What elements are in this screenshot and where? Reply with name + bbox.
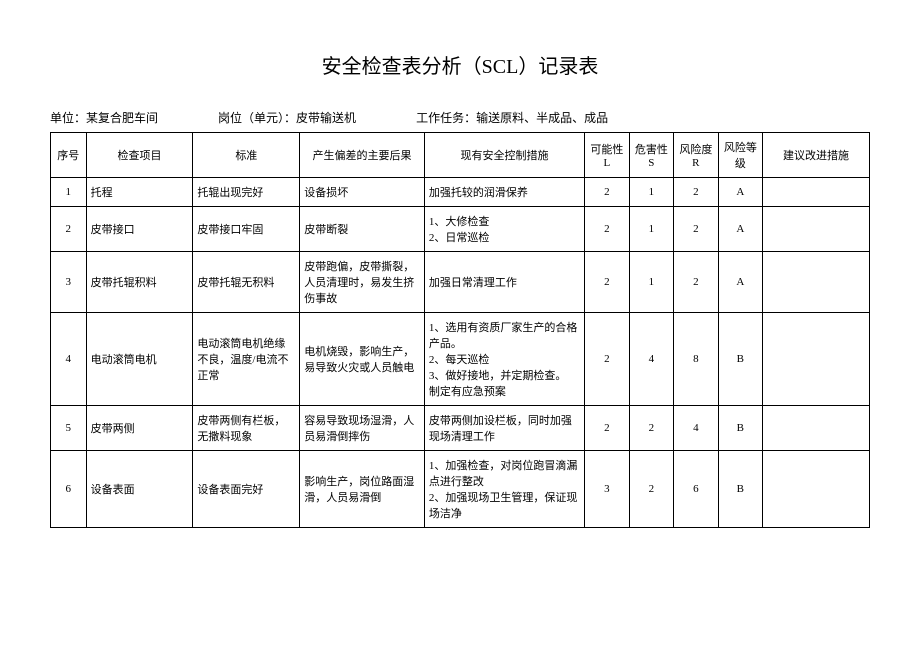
cell-standard: 皮带接口牢固 bbox=[193, 207, 300, 252]
cell-control: 皮带两侧加设栏板，同时加强现场清理工作 bbox=[424, 406, 584, 451]
th-suggest: 建议改进措施 bbox=[763, 133, 870, 178]
cell-consequence: 设备损坏 bbox=[300, 178, 425, 207]
page-title: 安全检查表分析（SCL）记录表 bbox=[50, 50, 870, 79]
cell-level: B bbox=[718, 451, 763, 528]
cell-standard: 设备表面完好 bbox=[193, 451, 300, 528]
cell-level: A bbox=[718, 178, 763, 207]
cell-suggest bbox=[763, 252, 870, 313]
cell-R: 4 bbox=[674, 406, 719, 451]
cell-S: 2 bbox=[629, 451, 674, 528]
meta-post: 岗位（单元）：皮带输送机 bbox=[218, 109, 356, 126]
cell-seq: 1 bbox=[51, 178, 87, 207]
cell-suggest bbox=[763, 451, 870, 528]
cell-suggest bbox=[763, 178, 870, 207]
cell-item: 皮带托辊积料 bbox=[86, 252, 193, 313]
th-item: 检查项目 bbox=[86, 133, 193, 178]
table-row: 3皮带托辊积料皮带托辊无积料皮带跑偏，皮带撕裂，人员清理时，易发生挤伤事故加强日… bbox=[51, 252, 870, 313]
th-seq: 序号 bbox=[51, 133, 87, 178]
table-row: 2皮带接口皮带接口牢固皮带断裂1、大修检查 2、日常巡检212A bbox=[51, 207, 870, 252]
cell-S: 1 bbox=[629, 252, 674, 313]
cell-consequence: 容易导致现场湿滑，人员易滑倒摔伤 bbox=[300, 406, 425, 451]
cell-L: 2 bbox=[585, 406, 630, 451]
table-row: 4电动滚筒电机电动滚筒电机绝缘不良，温度/电流不正常电机烧毁，影响生产，易导致火… bbox=[51, 313, 870, 406]
th-standard: 标准 bbox=[193, 133, 300, 178]
cell-level: A bbox=[718, 252, 763, 313]
table-row: 5皮带两侧皮带两侧有栏板，无撒料现象容易导致现场湿滑，人员易滑倒摔伤皮带两侧加设… bbox=[51, 406, 870, 451]
cell-L: 2 bbox=[585, 207, 630, 252]
unit-value: 某复合肥车间 bbox=[86, 111, 158, 125]
cell-suggest bbox=[763, 406, 870, 451]
post-value: 皮带输送机 bbox=[296, 111, 356, 125]
cell-item: 皮带接口 bbox=[86, 207, 193, 252]
cell-seq: 4 bbox=[51, 313, 87, 406]
cell-item: 电动滚筒电机 bbox=[86, 313, 193, 406]
unit-label: 单位： bbox=[50, 111, 86, 125]
cell-consequence: 皮带断裂 bbox=[300, 207, 425, 252]
cell-standard: 皮带两侧有栏板，无撒料现象 bbox=[193, 406, 300, 451]
cell-R: 8 bbox=[674, 313, 719, 406]
task-label: 工作任务： bbox=[416, 111, 476, 125]
meta-unit: 单位：某复合肥车间 bbox=[50, 109, 158, 126]
cell-item: 设备表面 bbox=[86, 451, 193, 528]
cell-suggest bbox=[763, 313, 870, 406]
cell-level: B bbox=[718, 313, 763, 406]
cell-consequence: 电机烧毁，影响生产，易导致火灾或人员触电 bbox=[300, 313, 425, 406]
cell-S: 1 bbox=[629, 178, 674, 207]
cell-S: 1 bbox=[629, 207, 674, 252]
cell-L: 2 bbox=[585, 252, 630, 313]
cell-seq: 5 bbox=[51, 406, 87, 451]
scl-table: 序号 检查项目 标准 产生偏差的主要后果 现有安全控制措施 可能性L 危害性S … bbox=[50, 132, 870, 528]
cell-consequence: 皮带跑偏，皮带撕裂，人员清理时，易发生挤伤事故 bbox=[300, 252, 425, 313]
table-row: 6设备表面设备表面完好影响生产，岗位路面湿滑，人员易滑倒1、加强检查，对岗位跑冒… bbox=[51, 451, 870, 528]
cell-control: 加强日常清理工作 bbox=[424, 252, 584, 313]
th-S: 危害性S bbox=[629, 133, 674, 178]
table-header-row: 序号 检查项目 标准 产生偏差的主要后果 现有安全控制措施 可能性L 危害性S … bbox=[51, 133, 870, 178]
cell-standard: 皮带托辊无积料 bbox=[193, 252, 300, 313]
cell-S: 4 bbox=[629, 313, 674, 406]
cell-control: 1、大修检查 2、日常巡检 bbox=[424, 207, 584, 252]
cell-standard: 电动滚筒电机绝缘不良，温度/电流不正常 bbox=[193, 313, 300, 406]
cell-R: 6 bbox=[674, 451, 719, 528]
cell-control: 加强托较的润滑保养 bbox=[424, 178, 584, 207]
table-body: 1托程托辊出现完好设备损坏加强托较的润滑保养212A2皮带接口皮带接口牢固皮带断… bbox=[51, 178, 870, 528]
cell-control: 1、选用有资质厂家生产的合格产品。 2、每天巡检 3、做好接地，并定期检查。 制… bbox=[424, 313, 584, 406]
cell-R: 2 bbox=[674, 252, 719, 313]
cell-item: 托程 bbox=[86, 178, 193, 207]
cell-consequence: 影响生产，岗位路面湿滑，人员易滑倒 bbox=[300, 451, 425, 528]
cell-suggest bbox=[763, 207, 870, 252]
task-value: 输送原料、半成品、成品 bbox=[476, 111, 608, 125]
cell-level: A bbox=[718, 207, 763, 252]
th-consequence: 产生偏差的主要后果 bbox=[300, 133, 425, 178]
th-L: 可能性L bbox=[585, 133, 630, 178]
cell-control: 1、加强检查，对岗位跑冒滴漏点进行整改 2、加强现场卫生管理，保证现场洁净 bbox=[424, 451, 584, 528]
cell-standard: 托辊出现完好 bbox=[193, 178, 300, 207]
th-control: 现有安全控制措施 bbox=[424, 133, 584, 178]
th-level: 风险等级 bbox=[718, 133, 763, 178]
cell-R: 2 bbox=[674, 178, 719, 207]
post-label: 岗位（单元）： bbox=[218, 111, 296, 125]
cell-seq: 3 bbox=[51, 252, 87, 313]
cell-S: 2 bbox=[629, 406, 674, 451]
cell-L: 3 bbox=[585, 451, 630, 528]
cell-seq: 2 bbox=[51, 207, 87, 252]
cell-L: 2 bbox=[585, 178, 630, 207]
cell-R: 2 bbox=[674, 207, 719, 252]
meta-task: 工作任务：输送原料、半成品、成品 bbox=[416, 109, 608, 126]
meta-row: 单位：某复合肥车间 岗位（单元）：皮带输送机 工作任务：输送原料、半成品、成品 bbox=[50, 109, 870, 126]
cell-level: B bbox=[718, 406, 763, 451]
cell-seq: 6 bbox=[51, 451, 87, 528]
table-row: 1托程托辊出现完好设备损坏加强托较的润滑保养212A bbox=[51, 178, 870, 207]
cell-L: 2 bbox=[585, 313, 630, 406]
th-R: 风险度R bbox=[674, 133, 719, 178]
cell-item: 皮带两侧 bbox=[86, 406, 193, 451]
